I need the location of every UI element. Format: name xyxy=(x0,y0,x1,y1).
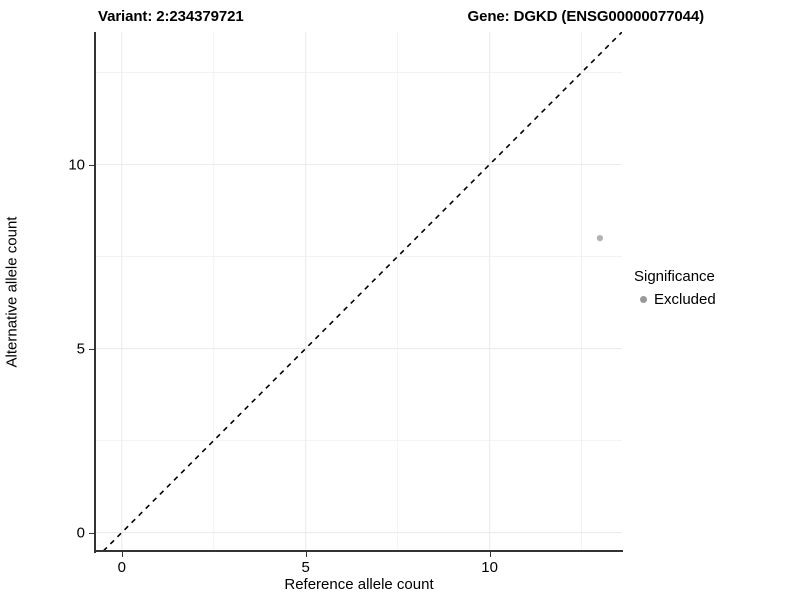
y-axis-line xyxy=(94,32,96,553)
variant-title: Variant: 2:234379721 xyxy=(98,7,244,25)
y-axis-tick-label: 0 xyxy=(76,524,85,542)
y-axis-tick xyxy=(89,164,94,166)
legend-dot-icon xyxy=(639,295,647,303)
x-axis-title: Reference allele count xyxy=(284,576,434,593)
legend-title: Significance xyxy=(634,268,715,285)
legend-item[interactable]: Excluded xyxy=(634,289,794,309)
data-layer xyxy=(102,32,622,551)
gridlines xyxy=(96,32,622,551)
legend: Significance Excluded xyxy=(634,268,794,309)
x-axis-tick xyxy=(489,552,491,557)
y-axis-tick xyxy=(89,532,94,534)
y-axis-title-wrap: Alternative allele count xyxy=(0,32,24,551)
legend-key xyxy=(634,290,652,308)
x-axis-tick xyxy=(121,552,123,557)
data-point xyxy=(596,235,604,242)
reference-line-diagonal xyxy=(102,32,622,551)
y-axis-tick xyxy=(89,348,94,350)
plot-panel xyxy=(96,32,622,551)
x-axis-tick xyxy=(305,552,307,557)
chart-title-row: Variant: 2:234379721 Gene: DGKD (ENSG000… xyxy=(96,4,706,28)
y-axis-tick-label: 5 xyxy=(76,340,85,358)
y-axis-title: Alternative allele count xyxy=(3,216,21,367)
x-axis-tick-label: 0 xyxy=(117,559,126,576)
x-axis-tick-label: 5 xyxy=(301,559,310,576)
y-axis-tick-label: 10 xyxy=(68,156,85,173)
x-axis-tick-label: 10 xyxy=(481,559,498,576)
x-axis-line xyxy=(94,550,623,552)
gene-title: Gene: DGKD (ENSG00000077044) xyxy=(467,7,705,25)
legend-items: Excluded xyxy=(634,289,794,309)
legend-item-label: Excluded xyxy=(654,290,716,308)
